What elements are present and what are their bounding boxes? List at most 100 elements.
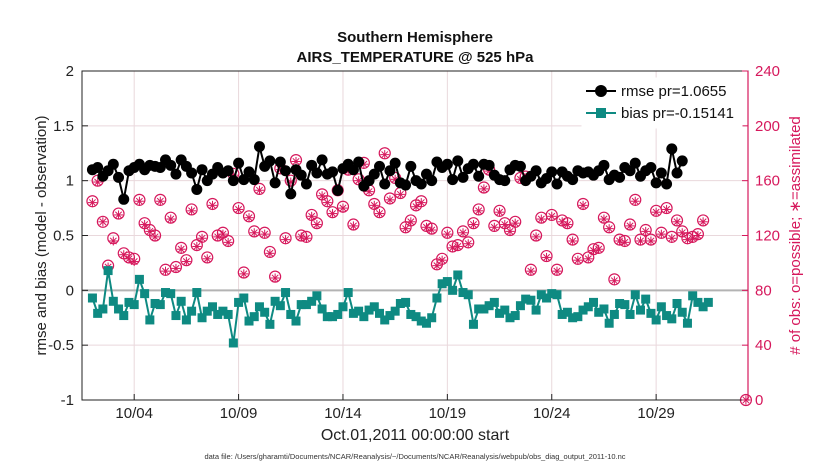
obs-assimilated-point bbox=[505, 226, 515, 236]
y-axis-right-label: # of obs: o=possible; ∗=assimilated bbox=[787, 116, 804, 355]
bias-point bbox=[562, 307, 572, 317]
rmse-point bbox=[645, 162, 657, 174]
obs-assimilated-point bbox=[442, 229, 452, 239]
obs-assimilated-point bbox=[348, 221, 358, 231]
bias-point bbox=[218, 306, 228, 316]
bias-point bbox=[505, 313, 515, 323]
bias-point bbox=[244, 316, 254, 326]
bias-point bbox=[181, 315, 191, 325]
rmse-point bbox=[285, 188, 297, 200]
bias-point bbox=[604, 318, 614, 328]
bias-point bbox=[406, 309, 416, 319]
rmse-point bbox=[614, 171, 626, 183]
y-right-tick-label: 240 bbox=[755, 63, 780, 80]
obs-assimilated-point bbox=[646, 236, 656, 246]
bias-point bbox=[239, 293, 249, 303]
rmse-point bbox=[452, 155, 464, 167]
rmse-point bbox=[499, 175, 511, 187]
bias-point bbox=[317, 304, 327, 314]
bias-point bbox=[395, 298, 405, 308]
obs-assimilated-point bbox=[218, 229, 228, 239]
rmse-point bbox=[389, 157, 401, 169]
bias-point bbox=[688, 291, 698, 301]
obs-assimilated-point bbox=[437, 255, 447, 265]
bias-point bbox=[635, 305, 645, 315]
bias-point bbox=[479, 304, 489, 314]
legend-rmse-label: rmse pr=1.0655 bbox=[621, 83, 726, 100]
obs-assimilated-point bbox=[568, 236, 578, 246]
obs-assimilated-point bbox=[307, 211, 317, 221]
bias-point bbox=[411, 312, 421, 322]
obs-assimilated-point bbox=[369, 200, 379, 210]
bias-point bbox=[228, 338, 238, 348]
obs-assimilated-point bbox=[677, 228, 687, 238]
y-left-tick-label: -1 bbox=[61, 392, 74, 409]
bias-point bbox=[322, 312, 332, 322]
rmse-point bbox=[567, 174, 579, 186]
obs-assimilated-point bbox=[510, 218, 520, 228]
x-tick-label: 10/19 bbox=[429, 405, 467, 422]
rmse-point bbox=[457, 171, 469, 183]
bias-point bbox=[270, 296, 280, 306]
chart-subtitle: AIRS_TEMPERATURE @ 525 hPa bbox=[297, 49, 535, 66]
rmse-point bbox=[546, 166, 558, 178]
rmse-point bbox=[661, 178, 673, 190]
obs-assimilated-point bbox=[244, 213, 254, 223]
bias-point bbox=[693, 297, 703, 307]
bias-point bbox=[437, 279, 447, 289]
bias-point bbox=[286, 309, 296, 319]
bias-point bbox=[307, 296, 317, 306]
obs-assimilated-point bbox=[416, 198, 426, 208]
bias-point bbox=[390, 306, 400, 316]
bias-point bbox=[557, 309, 567, 319]
bias-point bbox=[369, 302, 379, 312]
obs-assimilated-point bbox=[338, 203, 348, 213]
data-file-footer: data file: /Users/gharamti/Documents/NCA… bbox=[204, 452, 625, 461]
obs-assimilated-point bbox=[364, 187, 374, 197]
rmse-point bbox=[473, 170, 485, 182]
obs-assimilated-point bbox=[114, 210, 124, 220]
bias-point bbox=[672, 298, 682, 308]
obs-assimilated-point bbox=[301, 233, 311, 243]
bias-point bbox=[301, 300, 311, 310]
rmse-point bbox=[467, 158, 479, 170]
obs-assimilated-point bbox=[385, 195, 395, 205]
rmse-point bbox=[327, 166, 339, 178]
y-left-tick-label: 1.5 bbox=[53, 118, 74, 135]
bias-point bbox=[254, 302, 264, 312]
rmse-point bbox=[92, 162, 104, 174]
bias-point bbox=[594, 307, 604, 317]
rmse-point bbox=[374, 160, 386, 172]
rmse-point bbox=[676, 155, 688, 167]
obs-assimilated-point bbox=[547, 211, 557, 221]
obs-assimilated-point bbox=[150, 232, 160, 242]
obs-assimilated-point bbox=[406, 217, 416, 227]
bias-point bbox=[625, 309, 635, 319]
bias-point bbox=[521, 294, 531, 304]
obs-assimilated-point bbox=[375, 209, 385, 219]
bias-point bbox=[682, 318, 692, 328]
y-right-tick-label: 0 bbox=[755, 392, 763, 409]
bias-point bbox=[489, 297, 499, 307]
obs-assimilated-point bbox=[468, 220, 478, 230]
obs-assimilated-point bbox=[635, 236, 645, 246]
obs-assimilated-point bbox=[458, 228, 468, 238]
obs-assimilated-point bbox=[427, 225, 437, 235]
bias-point bbox=[651, 315, 661, 325]
bias-point bbox=[375, 308, 385, 318]
rmse-point bbox=[666, 143, 678, 155]
bias-point bbox=[495, 308, 505, 318]
obs-assimilated-point bbox=[395, 189, 405, 199]
bias-point bbox=[432, 293, 442, 303]
bias-point bbox=[468, 319, 478, 329]
rmse-point bbox=[227, 175, 239, 187]
bias-point bbox=[547, 289, 557, 299]
rmse-point bbox=[650, 177, 662, 189]
rmse-point bbox=[306, 159, 318, 171]
rmse-point bbox=[186, 167, 198, 179]
bias-point bbox=[615, 298, 625, 308]
bias-point bbox=[646, 308, 656, 318]
bias-point bbox=[333, 309, 343, 319]
obs-assimilated-point bbox=[693, 231, 703, 240]
